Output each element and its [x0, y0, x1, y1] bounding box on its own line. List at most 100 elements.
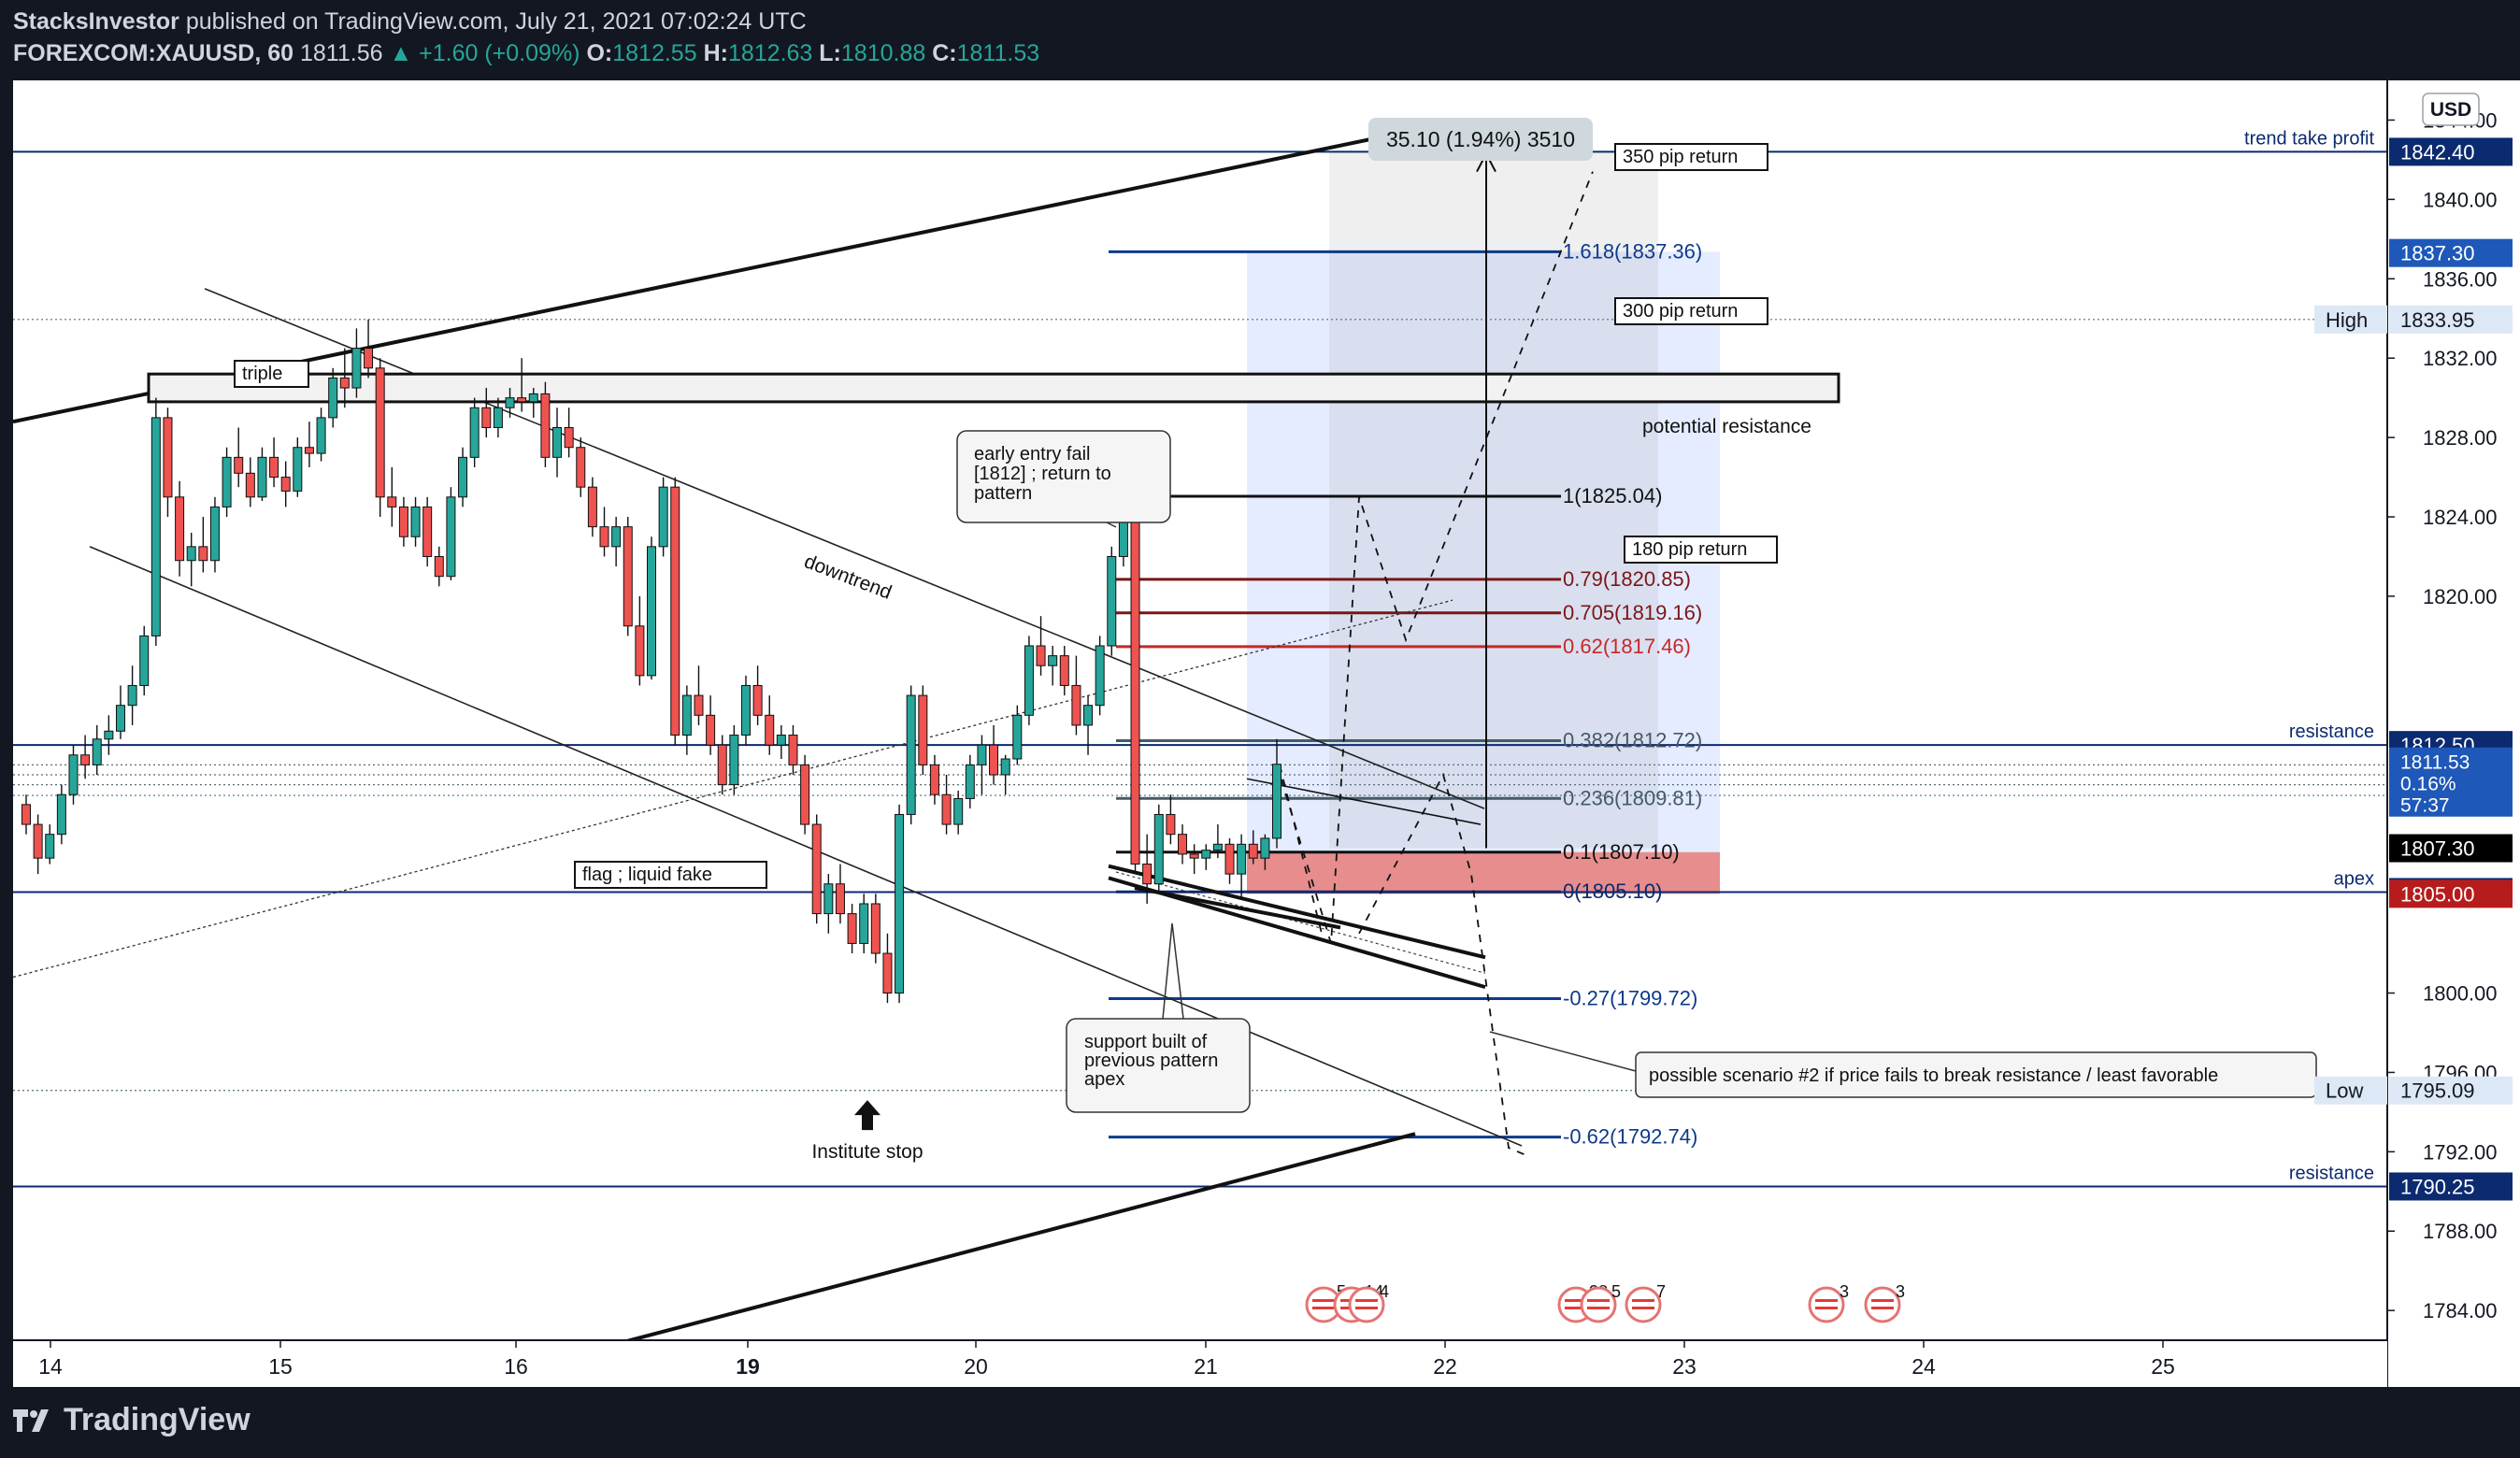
currency-button-bg[interactable]	[2422, 93, 2480, 126]
candle-body	[788, 735, 798, 765]
measure-label-box	[1368, 118, 1593, 161]
candle-body	[528, 393, 538, 403]
candle-body	[1153, 813, 1164, 885]
candle-body	[222, 456, 232, 507]
us-flag-icon[interactable]	[1864, 1286, 1901, 1323]
candle	[1012, 705, 1023, 765]
us-flag-icon[interactable]	[1348, 1286, 1385, 1323]
flag-label: flag ; liquid fake	[574, 861, 767, 889]
candle-body	[847, 913, 857, 944]
candle-body	[1107, 555, 1117, 647]
candle	[929, 754, 939, 805]
candle	[351, 328, 362, 398]
candle	[127, 665, 137, 725]
candle-body	[481, 407, 492, 428]
candle-body	[1237, 843, 1247, 875]
tradingview-logo-icon[interactable]	[13, 1404, 54, 1440]
candle	[45, 824, 55, 865]
price-label: 1807.30	[2389, 834, 2513, 863]
candle	[1083, 695, 1094, 755]
candle-body	[635, 625, 645, 677]
us-flag-icon[interactable]	[1625, 1286, 1662, 1323]
candle	[293, 437, 303, 497]
candle	[434, 546, 444, 587]
candle-body	[977, 744, 987, 765]
early-entry-callout: early entry fail[1812] ; return topatter…	[956, 430, 1171, 528]
candle	[576, 437, 586, 497]
candle	[1178, 824, 1188, 865]
candle-body	[293, 447, 303, 492]
pip-return-300-text: 300 pip return	[1623, 301, 1738, 322]
economic-event-marker[interactable]: 5	[1580, 1282, 1621, 1323]
symbol-name[interactable]: FOREXCOM:XAUUSD, 60	[13, 40, 294, 66]
wedge-midline	[1115, 871, 1486, 974]
measure-arrow	[1246, 778, 1482, 825]
us-flag-icon[interactable]	[1580, 1286, 1617, 1323]
candle	[398, 496, 408, 547]
candle-body	[694, 694, 704, 716]
flag-stripe	[1565, 1307, 1587, 1309]
us-flag-icon[interactable]	[1808, 1286, 1845, 1323]
close-label: C:	[932, 40, 957, 66]
candle	[635, 595, 645, 686]
event-count: 3	[1840, 1282, 1849, 1301]
triple-label-text: triple	[242, 364, 282, 384]
time-tick-label: 14	[38, 1354, 63, 1379]
candle-body	[811, 823, 822, 915]
event-count: 5	[1611, 1282, 1621, 1301]
candle-body	[823, 883, 834, 915]
economic-event-marker[interactable]: 4	[1348, 1282, 1389, 1323]
economic-event-marker[interactable]: 7	[1625, 1282, 1666, 1323]
candle-body	[929, 764, 939, 795]
candle-body	[56, 793, 66, 836]
brand-name[interactable]: TradingView	[64, 1402, 251, 1437]
price-range-box	[1329, 151, 1658, 849]
time-axis[interactable]: 14 15 16 19 20 21 22 23 24 25	[13, 1339, 2387, 1387]
candle-body	[45, 834, 55, 859]
price-label-prefix: Low	[2326, 1079, 2363, 1103]
publisher-name[interactable]: StacksInvestor	[13, 8, 179, 35]
candle-body	[410, 506, 421, 537]
currency-button-label[interactable]: USD	[2430, 99, 2471, 121]
price-axis[interactable]: 1844.001840.001836.001832.001828.001824.…	[2314, 80, 2520, 1387]
pip-return-180: 180 pip return	[1624, 536, 1778, 564]
candle-body	[623, 526, 633, 627]
candle	[1272, 738, 1281, 849]
candle-body	[127, 684, 137, 707]
measure-label-text: 35.10 (1.94%) 3510	[1386, 127, 1575, 151]
callout-box	[1635, 1051, 2317, 1098]
current-price-label: 1811.530.16%57:37	[2389, 747, 2513, 817]
chart-area[interactable]: trend take profit resistance apex resistanc…	[13, 80, 2520, 1387]
candle-body	[647, 546, 656, 677]
downtrend-label: downtrend	[801, 550, 895, 604]
candle	[776, 724, 786, 760]
price-tick-label: 1840.00	[2423, 188, 2498, 211]
candle	[481, 388, 492, 438]
candle-body	[941, 793, 952, 825]
price-label-bg	[2389, 1076, 2513, 1105]
support-line	[1134, 886, 1341, 930]
price-label: 1795.09 Low	[2314, 1076, 2513, 1105]
candle	[564, 407, 574, 458]
price-chart[interactable]: trend take profit resistance apex resistanc…	[13, 80, 2520, 1387]
candle-body	[209, 506, 220, 562]
candle	[387, 466, 397, 527]
candle-body	[198, 546, 208, 562]
economic-event-marker[interactable]: 3	[1864, 1282, 1905, 1323]
price-tick-label: 1836.00	[2423, 267, 2498, 291]
candle	[469, 397, 480, 467]
fib-label: 0.382(1812.72)	[1563, 728, 1702, 751]
candle	[670, 477, 680, 746]
candle-body	[599, 526, 609, 548]
fib-label: 0.1(1807.10)	[1563, 840, 1680, 864]
close-value: 1811.53	[956, 40, 1040, 66]
candle	[115, 685, 125, 739]
callout-line: pattern	[974, 483, 1032, 504]
candle-body	[895, 813, 905, 994]
candle-body	[965, 764, 975, 799]
candle-series	[21, 319, 1281, 1004]
economic-event-marker[interactable]: 3	[1808, 1282, 1849, 1323]
candle	[1142, 834, 1153, 904]
low-label: L:	[819, 40, 841, 66]
currency-button[interactable]: USD	[2422, 93, 2480, 126]
